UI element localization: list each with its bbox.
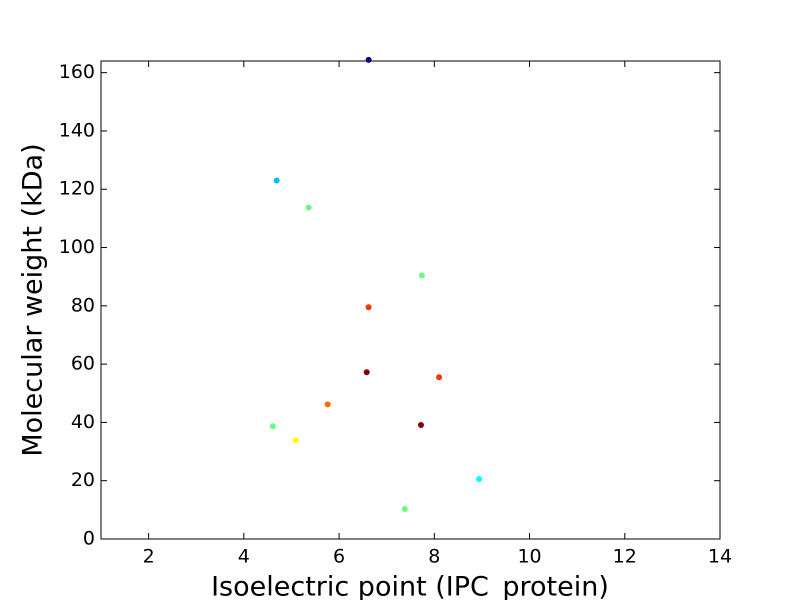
x-tick-label: 12 (613, 546, 637, 568)
y-tick-label: 120 (59, 178, 95, 200)
x-tick-label: 2 (143, 546, 155, 568)
point (324, 401, 331, 408)
point (363, 369, 370, 376)
point (365, 56, 372, 63)
x-tick-label: 14 (708, 546, 732, 568)
point (305, 204, 312, 211)
y-tick-label: 40 (71, 411, 95, 433)
x-tick-label: 10 (517, 546, 541, 568)
y-tick-label: 160 (59, 61, 95, 83)
point (273, 177, 280, 184)
x-axis-label: Isoelectric point (IPC_protein) (211, 572, 609, 600)
y-tick-label: 80 (71, 294, 95, 316)
point (476, 475, 483, 482)
y-tick-label: 60 (71, 353, 95, 375)
point (292, 437, 299, 444)
point (436, 374, 443, 381)
point (269, 423, 276, 430)
plot-frame (100, 60, 721, 540)
y-tick-label: 140 (59, 119, 95, 141)
point (417, 422, 424, 429)
y-tick-label: 100 (59, 236, 95, 258)
point (365, 304, 372, 311)
y-axis-label: Molecular weight (kDa) (18, 143, 49, 456)
y-tick-label: 0 (83, 528, 95, 550)
x-tick-label: 8 (428, 546, 440, 568)
point (401, 505, 408, 512)
point (418, 272, 425, 279)
x-tick-label: 4 (238, 546, 250, 568)
y-tick-label: 20 (71, 469, 95, 491)
x-tick-label: 6 (333, 546, 345, 568)
